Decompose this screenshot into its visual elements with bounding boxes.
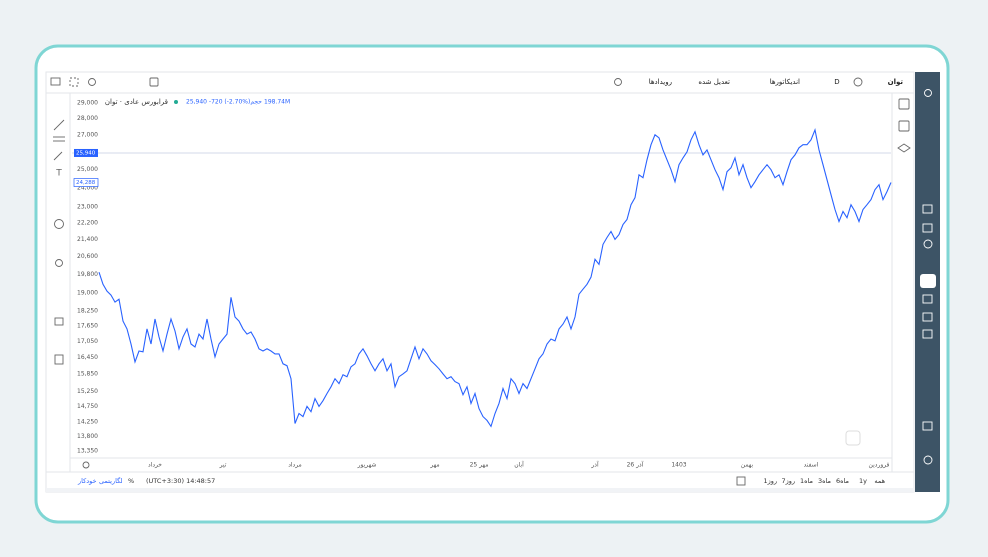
y-tick-label: 17,050 [77, 338, 98, 345]
range-button[interactable]: 1y [859, 477, 867, 485]
range-button[interactable]: همه [874, 477, 885, 485]
y-tick-label: 24,000 [77, 184, 98, 191]
y-tick-label: 28,000 [77, 115, 98, 122]
y-tick-label: 22,200 [77, 219, 98, 226]
zoom-tool[interactable] [55, 259, 63, 267]
side-icon-active[interactable] [920, 274, 936, 288]
side-icon[interactable] [924, 89, 932, 97]
x-tick-label: 25 مهر [470, 462, 489, 469]
last-label-box [73, 178, 99, 187]
y-tick-label: 23,000 [77, 203, 98, 210]
range-button[interactable]: 3ماه [818, 477, 831, 485]
price-line-series [98, 127, 892, 428]
layout-icon[interactable] [149, 77, 159, 87]
range-button[interactable]: 6ماه [836, 477, 849, 485]
x-tick-label: 26 آذر [627, 460, 644, 469]
text-tool[interactable]: T [55, 169, 62, 179]
status-dot [174, 100, 178, 104]
axis-settings-icon[interactable] [82, 461, 90, 469]
watchlist-icon[interactable] [898, 98, 910, 110]
side-icon[interactable] [922, 421, 933, 431]
help-icon[interactable] [614, 78, 622, 86]
y-tick-label: 19,000 [77, 289, 98, 296]
x-tick-label: 1403 [671, 462, 686, 469]
x-tick-label: فروردین [869, 462, 890, 469]
side-icon[interactable] [923, 455, 933, 465]
fullscreen-icon[interactable] [69, 77, 79, 87]
range-button[interactable]: 1ماه [800, 477, 813, 485]
y-tick-label: 15,250 [77, 388, 98, 395]
clock: (UTC+3:30) 14:48:57 [146, 477, 215, 485]
x-tick-label: آذر [590, 460, 599, 469]
side-icon[interactable] [922, 312, 933, 322]
side-icon[interactable] [922, 204, 933, 214]
chart-title: قرابورس عادی · توان [105, 98, 168, 106]
quote: 25,940 -720 (-2.70%) [186, 99, 250, 106]
trend-tool[interactable] [53, 119, 65, 131]
drawing-tools: T [53, 119, 65, 365]
bottom-handle [46, 488, 914, 492]
log-button[interactable]: لگاریتمی [99, 477, 123, 485]
scroll-button[interactable] [845, 430, 861, 446]
y-tick-label: 20,600 [77, 253, 98, 260]
symbol-search[interactable]: توان [888, 78, 904, 86]
x-tick-label: آبان [514, 460, 524, 469]
layers-icon[interactable] [897, 143, 911, 153]
x-tick-label: بهمن [741, 462, 754, 469]
camera-icon[interactable] [50, 77, 61, 86]
window [45, 71, 915, 493]
y-tick-label: 27,000 [77, 131, 98, 138]
object-tree-icon[interactable] [898, 120, 910, 132]
y-tick-label: 14,750 [77, 403, 98, 410]
y-tick-label: 18,250 [77, 307, 98, 314]
side-icon[interactable] [922, 294, 933, 304]
price-label-box [74, 148, 98, 157]
x-tick-label: تیر [219, 462, 227, 469]
emoji-tool[interactable] [54, 219, 64, 229]
lock-tool[interactable] [54, 317, 64, 326]
y-tick-label: 21,400 [77, 236, 98, 243]
brush-tool[interactable] [53, 151, 63, 161]
adjusted-button[interactable]: تعدیل شده [698, 78, 730, 86]
indicators-button[interactable]: اندیکاتورها [770, 78, 800, 86]
y-tick-label: 14,250 [77, 418, 98, 425]
side-icon[interactable] [923, 239, 933, 249]
x-tick-label: خرداد [148, 462, 162, 469]
settings-icon[interactable] [88, 78, 96, 86]
volume: 198.74M [264, 99, 290, 106]
x-tick-label: شهریور [357, 462, 377, 469]
side-icon[interactable] [922, 223, 933, 233]
percent-button[interactable]: % [128, 477, 134, 485]
range-button[interactable]: 1روز [763, 477, 777, 485]
x-tick-label: مرداد [288, 462, 302, 469]
date-range-icon[interactable] [736, 476, 746, 486]
y-tick-label: 16,450 [77, 354, 98, 361]
price-label: 25,940 [76, 150, 96, 156]
compare-icon[interactable] [853, 77, 863, 87]
interval-button[interactable]: D [834, 78, 839, 86]
side-icons [920, 89, 936, 465]
y-tick-label: 19,800 [77, 271, 98, 278]
y-tick-label: 15,850 [77, 371, 98, 378]
x-tick-label: مهر [429, 462, 439, 469]
volume-label: حجم [250, 99, 262, 106]
y-tick-label: 25,000 [77, 166, 98, 173]
y-tick-label: 13,800 [77, 433, 98, 440]
events-button[interactable]: رویدادها [649, 78, 672, 86]
x-tick-label: اسفند [804, 462, 819, 469]
last-label: 24,288 [76, 180, 96, 186]
auto-button[interactable]: خودکار [77, 477, 96, 485]
y-tick-label: 29,000 [77, 99, 98, 106]
y-tick-label: 13,350 [77, 448, 98, 455]
range-button[interactable]: 7روز [781, 477, 795, 485]
y-tick-label: 17,650 [77, 322, 98, 329]
side-icon[interactable] [922, 329, 933, 339]
delete-tool[interactable] [54, 354, 64, 365]
